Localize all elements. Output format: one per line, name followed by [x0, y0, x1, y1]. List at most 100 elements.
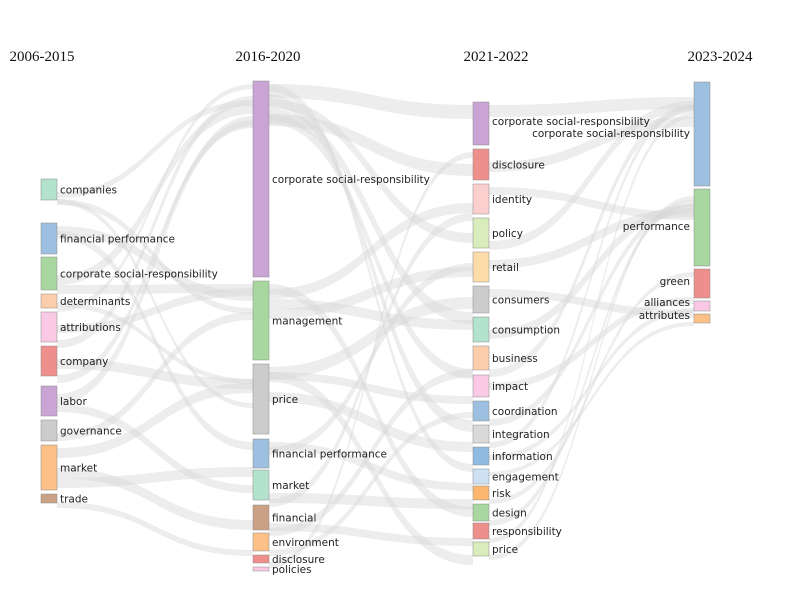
flow-link	[269, 114, 473, 176]
node-label: policy	[492, 228, 523, 240]
period-title-4: 2023-2024	[688, 49, 753, 65]
node-3-design[interactable]: design	[472, 503, 527, 522]
node-3-identity[interactable]: identity	[472, 183, 532, 215]
flow-link	[269, 297, 473, 379]
node-1-determinants[interactable]: determinants	[40, 293, 130, 309]
flow-link	[489, 204, 694, 426]
flow-link	[57, 302, 253, 384]
node-bar	[40, 222, 58, 255]
node-1-labor[interactable]: labor	[40, 385, 87, 417]
node-4-alliances[interactable]: alliances	[644, 297, 711, 312]
flow-link	[489, 322, 694, 476]
node-2-environment[interactable]: environment	[252, 532, 339, 552]
node-bar	[252, 280, 270, 361]
node-bar	[472, 468, 490, 485]
node-1-attributions[interactable]: attributions	[40, 311, 121, 343]
node-bar	[472, 374, 490, 398]
flow-link	[57, 359, 253, 389]
node-bar	[40, 419, 58, 442]
node-4-performance[interactable]: performance	[623, 188, 711, 267]
flow-link	[57, 84, 253, 312]
node-label: determinants	[60, 296, 130, 308]
flow-link	[57, 199, 253, 408]
node-bar	[472, 183, 490, 215]
node-label: information	[492, 451, 553, 463]
node-2-policies[interactable]: policies	[252, 564, 312, 576]
flow-link	[489, 289, 694, 318]
node-1-governance[interactable]: governance	[40, 419, 122, 442]
flow-link	[489, 204, 694, 339]
node-3-responsibility[interactable]: responsibility	[472, 522, 562, 540]
node-2-disclosure[interactable]: disclosure	[252, 554, 325, 566]
node-bar	[472, 316, 490, 343]
flow-link	[269, 392, 473, 452]
node-label: coordination	[492, 406, 558, 418]
node-4-attributes[interactable]: attributes	[639, 310, 711, 324]
topic-nodes: companies financial performance corporate …	[40, 80, 711, 576]
flow-link	[269, 109, 473, 324]
node-3-policy[interactable]: policy	[472, 217, 523, 249]
node-label: consumption	[492, 325, 560, 337]
node-bar	[40, 178, 58, 201]
node-2-price[interactable]: price	[252, 363, 298, 435]
node-4-corporate-social-responsibility[interactable]: corporate social-responsibility	[532, 81, 711, 187]
node-bar	[252, 554, 270, 564]
flow-link	[269, 263, 473, 455]
flow-link	[57, 231, 253, 450]
node-3-business[interactable]: business	[472, 345, 538, 371]
node-label: companies	[60, 185, 117, 197]
node-label: consumers	[492, 295, 549, 307]
node-2-financial-performance[interactable]: financial performance	[252, 438, 387, 469]
node-bar	[252, 438, 270, 469]
flow-link	[269, 369, 473, 536]
node-2-market[interactable]: market	[252, 469, 309, 501]
node-2-financial[interactable]: financial	[252, 504, 316, 531]
node-label: trade	[60, 494, 88, 506]
node-3-coordination[interactable]: coordination	[472, 400, 558, 422]
node-3-integration[interactable]: integration	[472, 424, 550, 444]
node-3-retail[interactable]: retail	[472, 251, 519, 283]
flow-link	[489, 272, 694, 504]
flow-link	[57, 383, 253, 458]
node-1-market[interactable]: market	[40, 444, 97, 491]
flow-link	[489, 208, 694, 269]
node-3-consumption[interactable]: consumption	[472, 316, 560, 343]
node-bar	[472, 446, 490, 466]
flow-link	[57, 404, 253, 493]
node-3-corporate-social-responsibility[interactable]: corporate social-responsibility	[472, 101, 650, 146]
node-3-consumers[interactable]: consumers	[472, 285, 549, 314]
flow-link	[489, 308, 694, 460]
node-2-management[interactable]: management	[252, 280, 342, 361]
node-1-companies[interactable]: companies	[40, 178, 117, 201]
node-label: attributes	[639, 310, 690, 322]
flow-link	[269, 372, 473, 565]
node-1-corporate-social-responsibility[interactable]: corporate social-responsibility	[40, 256, 218, 291]
node-3-information[interactable]: information	[472, 446, 553, 466]
node-1-financial-performance[interactable]: financial performance	[40, 222, 175, 255]
node-label: governance	[60, 426, 122, 438]
node-bar	[472, 503, 490, 522]
node-bar	[40, 345, 58, 377]
node-3-disclosure[interactable]: disclosure	[472, 148, 545, 181]
period-title-1: 2006-2015	[10, 49, 75, 65]
node-4-green[interactable]: green	[660, 268, 711, 299]
node-3-impact[interactable]: impact	[472, 374, 528, 398]
node-label: engagement	[492, 472, 559, 484]
flow-link	[269, 299, 473, 330]
node-bar	[252, 80, 270, 278]
flow-link	[57, 104, 253, 285]
node-bar	[252, 363, 270, 435]
node-label: design	[492, 508, 527, 520]
node-3-engagement[interactable]: engagement	[472, 468, 559, 485]
node-3-price[interactable]: price	[472, 541, 518, 557]
node-label: alliances	[644, 297, 690, 309]
node-2-corporate-social-responsibility[interactable]: corporate social-responsibility	[252, 80, 430, 278]
flow-link	[269, 442, 473, 491]
node-label: business	[492, 353, 538, 365]
node-bar	[252, 566, 270, 572]
node-3-risk[interactable]: risk	[472, 485, 512, 501]
node-bar	[472, 345, 490, 371]
node-bar	[693, 188, 711, 267]
node-1-trade[interactable]: trade	[40, 494, 88, 506]
node-1-company[interactable]: company	[40, 345, 108, 377]
